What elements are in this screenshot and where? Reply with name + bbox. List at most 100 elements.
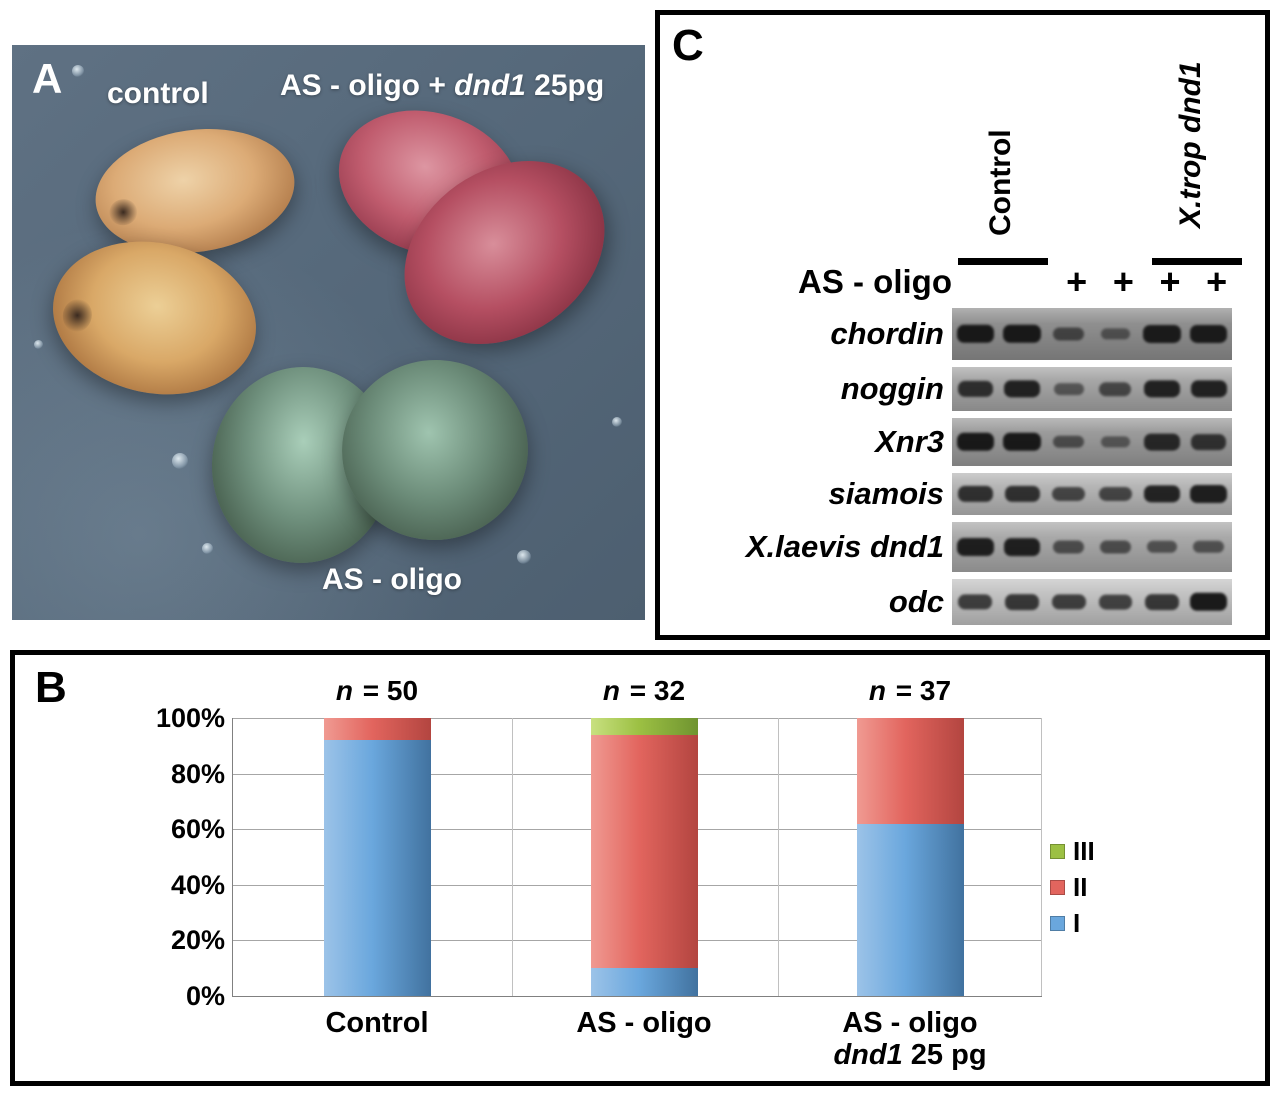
n-variable: n: [868, 675, 887, 706]
y-tick-label: 0%: [185, 981, 225, 1011]
stacked-bar: [590, 718, 698, 996]
gel-band: [1143, 485, 1181, 503]
y-tick-label: 80%: [170, 758, 225, 789]
plus-sign: +: [1159, 261, 1181, 302]
gel-band: [957, 380, 993, 398]
gel-band: [1190, 324, 1228, 344]
gel-band: [1144, 594, 1180, 610]
gel-row: X.laevis dnd1: [660, 522, 1242, 572]
gel-band: [1099, 382, 1132, 396]
y-tick-label: 40%: [170, 869, 225, 900]
gene-label: chordin: [830, 316, 944, 351]
panel-c-label: C: [672, 21, 704, 70]
gel-band: [1003, 432, 1041, 452]
vertical-gridline: [778, 718, 779, 996]
gene-label: X.laevis dnd1: [745, 529, 944, 564]
gel-band: [1100, 328, 1131, 340]
gel-lane-strip: [952, 473, 1232, 515]
n-value: = 37: [888, 675, 952, 706]
gel-band: [1003, 324, 1041, 344]
panel-b-label: B: [35, 663, 67, 712]
gel-band: [1052, 327, 1085, 341]
category-line1: AS - oligo: [842, 1007, 978, 1039]
panel-a-photo: A control AS - oligo + dnd1 25pg AS - ol…: [12, 45, 645, 620]
gel-band: [1189, 592, 1228, 612]
vertical-gridline: [1041, 718, 1042, 996]
embryo-control-2: [38, 223, 271, 413]
gel-band: [1098, 594, 1133, 610]
legend-label-III: III: [1073, 835, 1095, 866]
gel-band: [1052, 540, 1085, 554]
control-group-underline: [958, 258, 1048, 265]
category-gene-italic: dnd1: [833, 1039, 903, 1071]
vertical-gridline: [512, 718, 513, 996]
y-tick-label: 20%: [170, 925, 225, 956]
gel-band: [1003, 380, 1041, 398]
bubble: [172, 453, 188, 469]
gel-row: siamois: [660, 473, 1242, 515]
n-value: = 32: [622, 675, 686, 706]
n-value: = 50: [355, 675, 419, 706]
gel-band: [956, 324, 995, 344]
gel-band: [1143, 380, 1181, 398]
y-tick-label: 100%: [155, 703, 225, 733]
gel-band: [1053, 383, 1084, 395]
gel-band: [1146, 540, 1178, 554]
xtrop-group-underline: [1152, 258, 1242, 265]
gel-band: [956, 538, 994, 556]
group-label-xtrop-dnd1: X.trop dnd1: [1174, 61, 1207, 229]
gel-band: [1193, 540, 1225, 554]
as-oligo-row: AS - oligo + + + +: [660, 261, 1240, 305]
bubble: [34, 340, 43, 349]
gel-lane-strip: [952, 308, 1232, 360]
legend-label-II: II: [1073, 871, 1088, 902]
gene-label: Xnr3: [875, 424, 944, 459]
as-oligo-row-label: AS - oligo: [798, 263, 952, 300]
bar-segment-III: [590, 718, 698, 735]
category-line2: dnd1 25 pg: [770, 1039, 1050, 1071]
panel-c-gel: C Control X.trop dnd1 AS - oligo + + + + ch…: [655, 10, 1270, 640]
n-variable: n: [335, 675, 354, 706]
chart-plot-area: [232, 718, 1042, 997]
bar-segment-I: [323, 740, 431, 996]
bubble: [202, 543, 213, 554]
gel-band: [1003, 538, 1041, 556]
legend-swatch-III: [1050, 843, 1065, 859]
empty-lane: [1007, 261, 1054, 303]
gel-row: chordin: [660, 308, 1242, 360]
gene-label: noggin: [840, 371, 944, 406]
n-count-label: n = 50: [277, 675, 477, 707]
chart-legend: III II I: [1050, 833, 1095, 941]
gel-band: [1099, 486, 1132, 502]
gel-lane-strip: [952, 367, 1232, 411]
gel-lane-strip: [952, 418, 1232, 466]
gel-row: odc: [660, 579, 1242, 625]
legend-item-III: III: [1050, 833, 1095, 869]
gel-band: [1053, 435, 1085, 449]
category-line1: Control: [325, 1007, 429, 1039]
bar-segment-II: [590, 734, 698, 969]
legend-swatch-I: [1050, 915, 1065, 931]
category-line1: AS - oligo: [576, 1007, 712, 1039]
y-tick-label: 60%: [170, 814, 225, 845]
caption-as-oligo-dnd1: AS - oligo + dnd1 25pg: [280, 69, 604, 103]
legend-item-I: I: [1050, 905, 1095, 941]
plus-sign: +: [1066, 261, 1088, 302]
gridline: [232, 996, 1042, 997]
caption-part: 25pg: [525, 69, 605, 102]
category-line2-rest: 25 pg: [902, 1039, 987, 1071]
gel-band: [1004, 485, 1040, 503]
bubble: [612, 417, 622, 427]
caption-control: control: [107, 77, 209, 110]
gel-band: [956, 432, 995, 452]
plus-sign: +: [1112, 261, 1134, 302]
gel-lane-strip: [952, 579, 1232, 625]
panel-b-chart: B 0% 20% 40% 60% 80% 100% n = 50 n = 32 n = 37 …: [10, 650, 1270, 1086]
gel-band: [1190, 485, 1228, 503]
gel-band: [958, 594, 993, 610]
empty-lane: [960, 261, 1007, 303]
category-label: Control: [237, 1007, 517, 1039]
gel-band: [1144, 433, 1180, 451]
gel-lane-strip: [952, 522, 1232, 572]
gene-label: odc: [888, 584, 944, 619]
